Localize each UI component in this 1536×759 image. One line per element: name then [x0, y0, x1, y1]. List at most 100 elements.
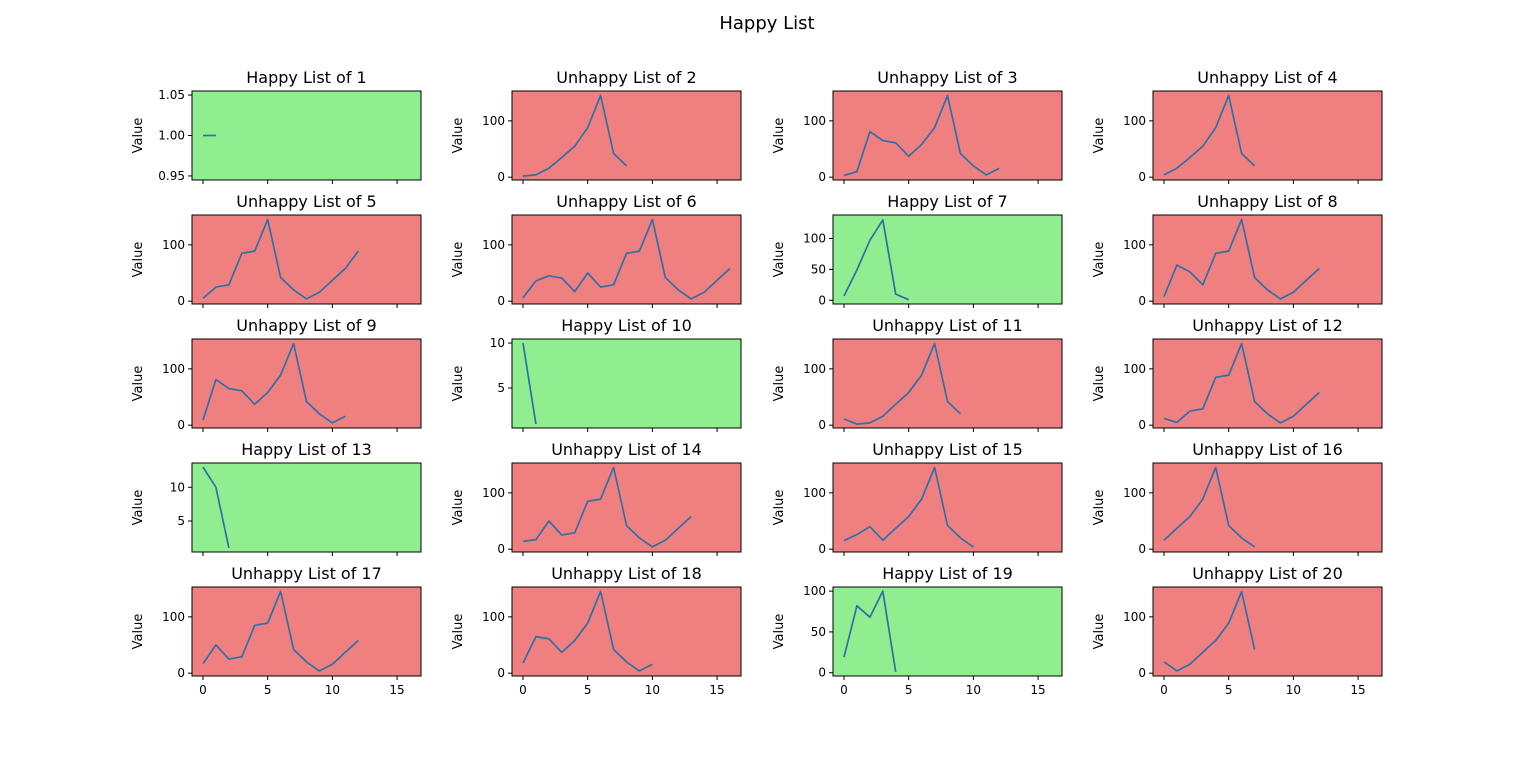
subplot-5: Unhappy List of 5 Value 0 100 — [131, 192, 422, 308]
subplot-title: Happy List of 10 — [561, 316, 692, 335]
subplot-4: Unhappy List of 4 Value 0 100 — [1092, 68, 1383, 184]
y-axis-label: Value — [451, 118, 466, 154]
y-tick-label: 1.05 — [158, 88, 185, 102]
y-tick-label: 100 — [482, 610, 505, 624]
series-line — [843, 342, 961, 425]
plot-area — [1153, 91, 1382, 180]
x-tick-label: 5 — [1225, 683, 1233, 697]
plot-frame — [1152, 90, 1383, 181]
y-axis-label: Value — [131, 242, 146, 278]
y-tick-label: 0 — [177, 666, 185, 680]
y-axis-label: Value — [451, 614, 466, 650]
y-tick-label: 0 — [177, 418, 185, 432]
plot-area — [512, 91, 741, 180]
subplot-title: Unhappy List of 14 — [551, 440, 702, 459]
y-axis-label: Value — [772, 614, 787, 650]
y-tick-label: 0 — [1138, 294, 1146, 308]
subplot-title: Happy List of 13 — [241, 440, 372, 459]
plot-frame — [832, 338, 1063, 429]
plot-area — [512, 215, 741, 304]
plot-frame — [191, 586, 422, 677]
y-tick-label: 100 — [162, 610, 185, 624]
series-line — [843, 590, 897, 673]
plot-frame — [832, 90, 1063, 181]
subplot-title: Unhappy List of 12 — [1192, 316, 1343, 335]
x-tick-label: 10 — [966, 683, 981, 697]
plot-area — [192, 215, 421, 304]
subplot-title: Happy List of 19 — [882, 564, 1013, 583]
y-axis-label: Value — [451, 490, 466, 526]
series-line — [1163, 342, 1320, 424]
y-axis-label: Value — [1092, 242, 1107, 278]
subplot-8: Unhappy List of 8 Value 0 100 — [1092, 192, 1383, 308]
x-tick-label: 15 — [389, 683, 404, 697]
series-line — [522, 590, 653, 672]
plot-frame — [511, 338, 742, 429]
x-tick-label: 15 — [1030, 683, 1045, 697]
subplot-3: Unhappy List of 3 Value 0 100 — [772, 68, 1063, 184]
subplot-7: Happy List of 7 Value 0 50 100 — [772, 192, 1063, 308]
subplot-title: Unhappy List of 20 — [1192, 564, 1343, 583]
y-tick-label: 0 — [818, 418, 826, 432]
y-tick-label: 1.00 — [158, 129, 185, 143]
subplot-title: Unhappy List of 16 — [1192, 440, 1343, 459]
y-tick-label: 100 — [482, 114, 505, 128]
subplot-title: Unhappy List of 17 — [231, 564, 382, 583]
y-axis-label: Value — [1092, 118, 1107, 154]
series-line — [202, 218, 359, 300]
y-tick-label: 100 — [482, 486, 505, 500]
plot-frame — [191, 90, 422, 181]
series-line — [522, 94, 628, 177]
subplot-title: Happy List of 7 — [887, 192, 1007, 211]
y-tick-label: 0 — [497, 542, 505, 556]
x-tick-label: 0 — [840, 683, 848, 697]
plot-frame — [1152, 462, 1383, 553]
plot-area — [192, 91, 421, 180]
x-tick-label: 15 — [1350, 683, 1365, 697]
plot-area — [512, 339, 741, 428]
plot-area — [1153, 587, 1382, 676]
subplot-title: Unhappy List of 5 — [236, 192, 376, 211]
series-line — [843, 466, 974, 548]
series-line — [202, 590, 359, 672]
subplot-17: Unhappy List of 17 Value 0 100 0 5 10 15 — [131, 564, 422, 697]
y-tick-label: 10 — [490, 336, 505, 350]
y-tick-label: 0 — [1138, 542, 1146, 556]
x-tick-label: 10 — [645, 683, 660, 697]
plot-area — [833, 91, 1062, 180]
subplot-10: Happy List of 10 Value 5 10 — [451, 316, 742, 432]
series-line — [202, 466, 230, 549]
subplot-18: Unhappy List of 18 Value 0 100 0 5 10 15 — [451, 564, 742, 697]
y-tick-label: 0 — [1138, 418, 1146, 432]
plot-area — [833, 339, 1062, 428]
plot-frame — [1152, 214, 1383, 305]
y-tick-label: 0 — [497, 170, 505, 184]
plot-frame — [511, 214, 742, 305]
subplot-title: Unhappy List of 18 — [551, 564, 702, 583]
x-tick-label: 0 — [519, 683, 527, 697]
figure-suptitle: Happy List — [719, 13, 814, 34]
y-axis-label: Value — [1092, 490, 1107, 526]
y-tick-label: 100 — [162, 238, 185, 252]
y-tick-label: 5 — [497, 381, 505, 395]
x-tick-label: 5 — [264, 683, 272, 697]
plot-area — [833, 215, 1062, 304]
subplot-title: Unhappy List of 2 — [556, 68, 696, 87]
subplot-2: Unhappy List of 2 Value 0 100 — [451, 68, 742, 184]
y-axis-label: Value — [772, 366, 787, 402]
series-line — [522, 466, 692, 548]
y-axis-label: Value — [131, 614, 146, 650]
y-tick-label: 0.95 — [158, 169, 185, 183]
y-axis-label: Value — [451, 366, 466, 402]
subplot-20: Unhappy List of 20 Value 0 100 0 5 10 15 — [1092, 564, 1383, 697]
y-tick-label: 100 — [803, 584, 826, 598]
subplot-12: Unhappy List of 12 Value 0 100 — [1092, 316, 1383, 432]
y-tick-label: 5 — [177, 514, 185, 528]
plot-area — [512, 463, 741, 552]
plot-frame — [511, 90, 742, 181]
series-line — [843, 94, 1000, 177]
subplot-title: Unhappy List of 9 — [236, 316, 376, 335]
y-axis-label: Value — [772, 242, 787, 278]
